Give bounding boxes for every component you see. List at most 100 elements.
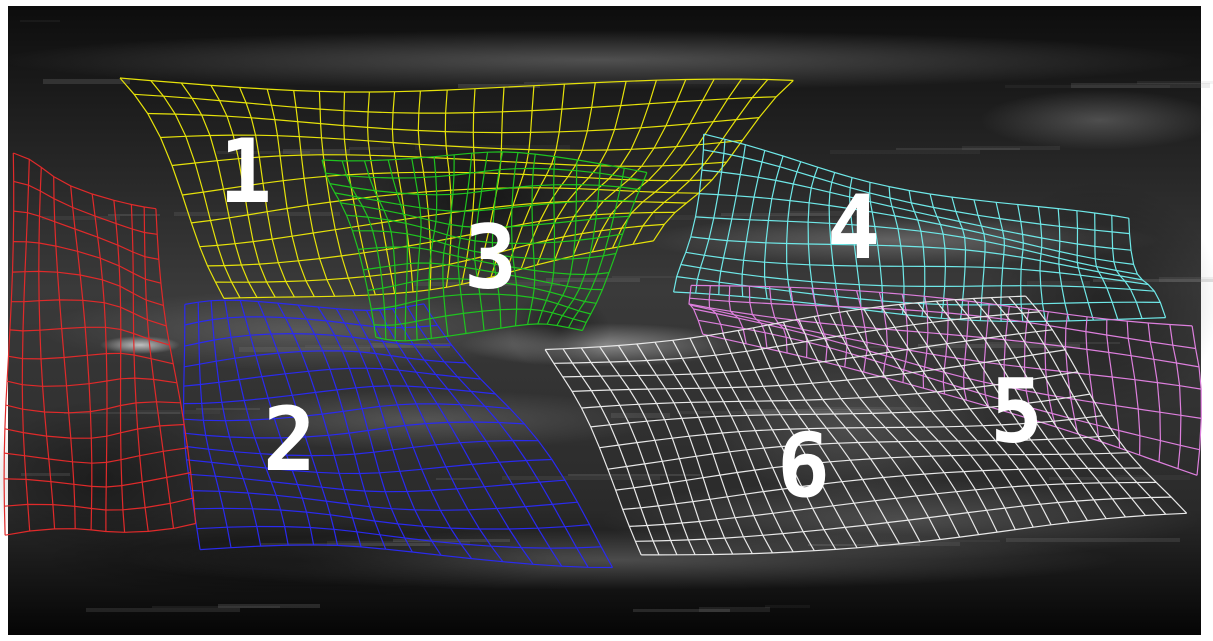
grid-region-1 <box>119 77 794 299</box>
grid-line <box>1147 322 1162 463</box>
grid-line <box>845 310 998 533</box>
grid-line <box>567 168 625 328</box>
speckle-streak <box>655 215 790 220</box>
grid-line <box>572 79 687 257</box>
speckle-streak <box>1137 81 1213 84</box>
grid-line <box>811 288 828 363</box>
grid-line <box>91 193 108 532</box>
grid-line <box>184 299 424 312</box>
grid-line <box>193 507 590 530</box>
grid-line <box>510 152 519 326</box>
grid-line <box>1037 206 1047 322</box>
grid-line <box>341 160 387 340</box>
grid-line <box>1126 321 1141 456</box>
region-label-5: 5 <box>990 360 1043 463</box>
grid-line <box>321 159 377 338</box>
grid-line <box>392 308 563 567</box>
grid-line <box>391 91 414 292</box>
grid-line <box>737 330 858 549</box>
grid-line <box>4 423 185 439</box>
speckle-streak <box>327 541 470 546</box>
grid-line <box>591 78 715 253</box>
grid-line <box>190 490 578 511</box>
tissue-blob <box>980 90 1213 150</box>
grid-line <box>183 403 510 422</box>
grid-line <box>688 285 704 335</box>
speckle-streak <box>699 607 770 612</box>
speckle-streak <box>809 407 930 410</box>
region-label-4: 4 <box>827 176 880 279</box>
grid-line <box>180 82 258 298</box>
speckle-streak <box>852 346 900 348</box>
grid-line <box>343 91 376 295</box>
grid-line <box>741 150 766 297</box>
speckle-streak <box>743 409 890 414</box>
speckle-streak <box>787 211 870 216</box>
speckle-streak <box>962 146 1060 150</box>
grid-line <box>457 153 473 334</box>
speckle-streak <box>393 539 510 542</box>
tissue-blob <box>510 290 610 370</box>
speckle-streak <box>436 478 480 480</box>
speckle-streak <box>984 342 1120 344</box>
tissue-blob <box>710 360 990 500</box>
grid-line <box>1169 324 1182 469</box>
grid-line <box>654 341 753 554</box>
grid-line <box>277 302 362 548</box>
grid-line <box>444 89 452 288</box>
grid-line <box>813 316 961 538</box>
region-label-2: 2 <box>263 388 316 491</box>
region-labels: 1 2 3 4 5 6 <box>219 120 1043 517</box>
grid-line <box>1008 296 1167 515</box>
tissue-blob <box>0 400 220 560</box>
speckle-streak <box>830 150 980 154</box>
grid-line <box>546 159 578 325</box>
speckle-streak <box>611 413 670 418</box>
grid-line <box>297 304 387 550</box>
grid-line <box>995 202 1006 322</box>
grid-line <box>689 337 794 553</box>
speckle-streak <box>1006 538 1180 542</box>
grid-line <box>673 134 705 293</box>
speckle-streak <box>874 542 960 546</box>
grid-line <box>636 343 734 555</box>
grid-line <box>38 167 56 529</box>
speckle-streak <box>1049 477 1150 480</box>
grid-line <box>527 154 536 325</box>
grid-line <box>1094 212 1119 320</box>
grid-line <box>185 439 539 457</box>
grid-line <box>200 544 613 569</box>
speckle-streak <box>677 411 850 414</box>
grid-line <box>196 525 602 549</box>
grid-line <box>119 77 225 299</box>
speckle-streak <box>415 145 570 150</box>
grid-line <box>972 298 1126 518</box>
grid-line <box>417 90 432 290</box>
speckle-streak <box>86 608 240 612</box>
speckle-streak <box>896 148 1020 150</box>
grid-line <box>239 300 315 545</box>
grid-line <box>1003 306 1012 414</box>
grid-line <box>695 139 726 294</box>
grid-line <box>491 151 504 329</box>
grid-line <box>184 350 467 368</box>
speckle-streak <box>218 604 320 608</box>
grid-line <box>728 285 747 344</box>
grid-line <box>4 522 196 536</box>
speckle-streak <box>524 82 580 84</box>
speckle-streak <box>590 80 760 84</box>
grid-line <box>1025 295 1188 514</box>
grid-line <box>554 80 657 261</box>
grid-line <box>351 309 473 559</box>
grid-line <box>266 88 315 297</box>
grid-line <box>556 163 602 326</box>
grid-line <box>632 79 769 245</box>
grid-line <box>197 302 232 548</box>
grid-line <box>1191 325 1202 476</box>
grid-line <box>239 87 295 298</box>
grid-line <box>188 473 566 493</box>
grid-line <box>8 352 174 365</box>
grid-line <box>562 348 660 556</box>
speckle-streak <box>261 543 430 546</box>
speckle-streak <box>1093 279 1213 282</box>
